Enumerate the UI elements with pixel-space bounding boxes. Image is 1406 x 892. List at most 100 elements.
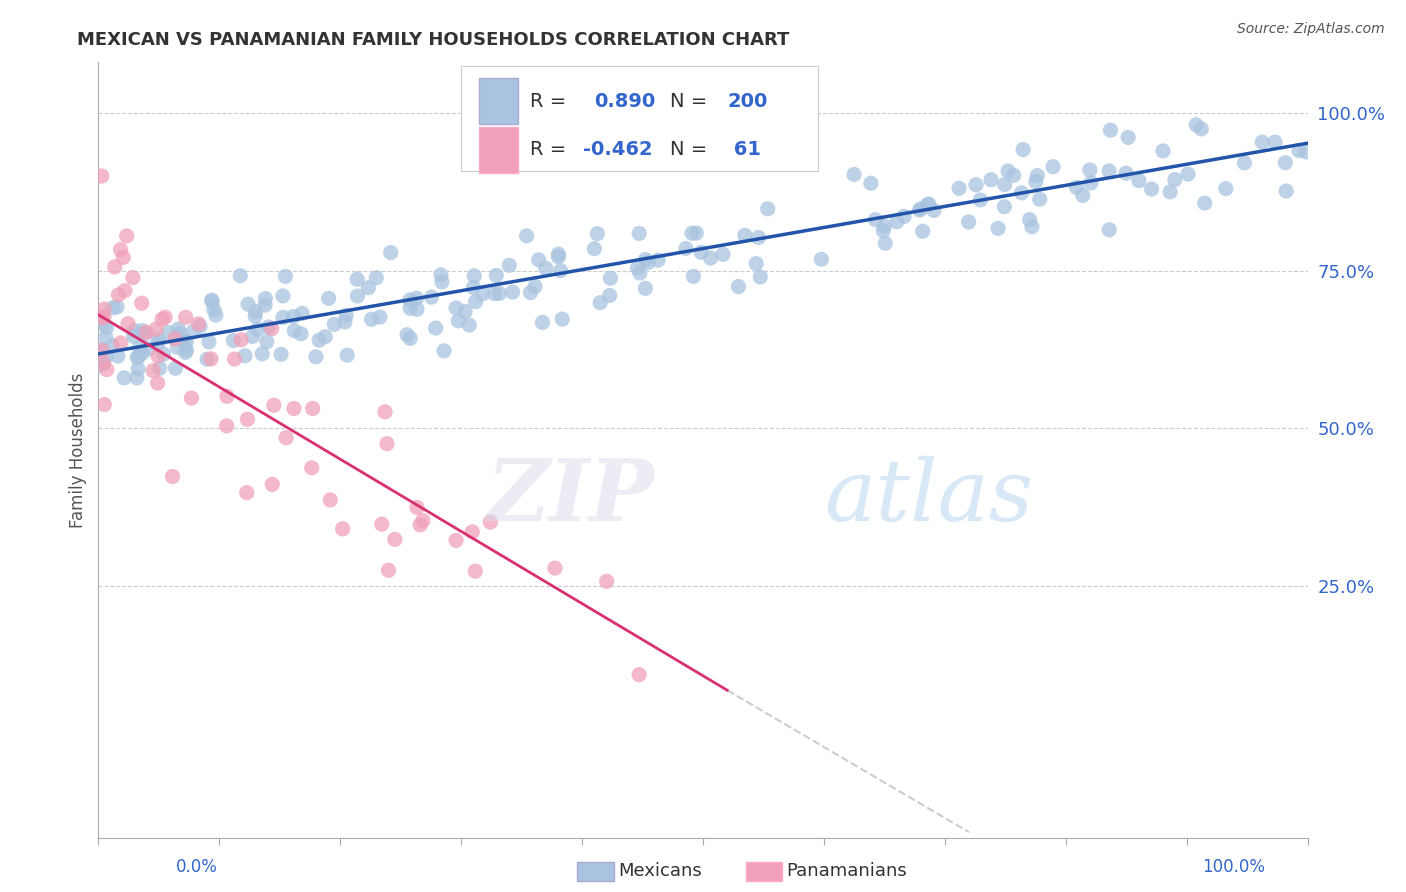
Point [1026,169,1049,183]
Point [174,334,197,349]
Point [162,469,184,483]
Point [135,326,157,340]
Point [357,281,380,295]
Point [283,310,305,324]
Point [675,242,697,256]
Point [550,263,572,277]
Point [634,252,657,267]
Point [127,351,149,365]
Point [589,295,612,310]
Point [628,667,651,681]
Point [89,351,111,366]
FancyBboxPatch shape [461,66,818,171]
Point [447,314,470,328]
Point [911,224,934,238]
Point [1029,192,1052,206]
Point [245,304,267,318]
Point [948,181,970,195]
Point [444,301,467,315]
Point [524,279,547,293]
Point [756,202,779,216]
Point [380,245,402,260]
Point [1099,123,1122,137]
Point [886,215,908,229]
Point [463,268,485,283]
Point [104,260,127,274]
Point [323,318,346,332]
Point [1251,135,1274,149]
Text: 100.0%: 100.0% [1202,858,1265,876]
Point [599,271,621,285]
Point [412,514,434,528]
Point [454,304,477,318]
Point [458,318,481,332]
Point [291,306,314,320]
Point [859,176,882,190]
Point [224,352,246,367]
Point [201,293,224,307]
Point [682,269,704,284]
Point [132,327,155,342]
Point [131,296,153,310]
Point [198,334,221,349]
Point [1018,212,1040,227]
Point [346,272,368,286]
Point [90,344,112,359]
Point [142,363,165,377]
Point [318,291,340,305]
Point [117,317,139,331]
Point [634,281,657,295]
Point [1098,223,1121,237]
Text: Source: ZipAtlas.com: Source: ZipAtlas.com [1237,22,1385,37]
Point [371,517,394,532]
Point [271,289,294,303]
Point [918,197,941,211]
Point [1078,163,1101,178]
Point [274,431,297,445]
Point [314,329,336,343]
Point [987,221,1010,235]
Point [1080,176,1102,190]
Point [236,412,259,426]
Point [1264,135,1286,149]
Point [91,343,114,357]
Point [149,361,172,376]
Point [1042,160,1064,174]
Point [1177,167,1199,181]
Point [430,268,453,282]
Point [628,227,651,241]
Point [242,329,264,343]
Point [127,362,149,376]
Point [464,294,486,309]
Point [873,219,896,233]
Point [91,310,114,325]
Point [87,359,110,373]
Point [1115,166,1137,180]
Point [547,250,569,264]
Point [93,398,115,412]
Point [969,193,991,207]
Point [461,524,484,539]
Point [270,347,292,361]
Point [346,289,368,303]
Point [128,341,150,355]
Point [1275,184,1298,198]
Point [922,203,945,218]
Point [146,376,169,391]
Point [131,346,153,360]
Text: MEXICAN VS PANAMANIAN FAMILY HOUSEHOLDS CORRELATION CHART: MEXICAN VS PANAMANIAN FAMILY HOUSEHOLDS … [77,31,790,49]
Point [1215,181,1237,195]
Point [711,247,734,261]
Point [336,348,359,362]
Point [195,352,218,367]
Point [176,343,198,357]
Point [101,301,124,315]
Point [599,288,621,302]
Point [93,356,115,370]
Point [301,401,323,416]
Point [174,310,197,325]
Point [215,418,238,433]
Point [375,436,398,450]
Point [1233,156,1256,170]
Point [124,324,146,338]
